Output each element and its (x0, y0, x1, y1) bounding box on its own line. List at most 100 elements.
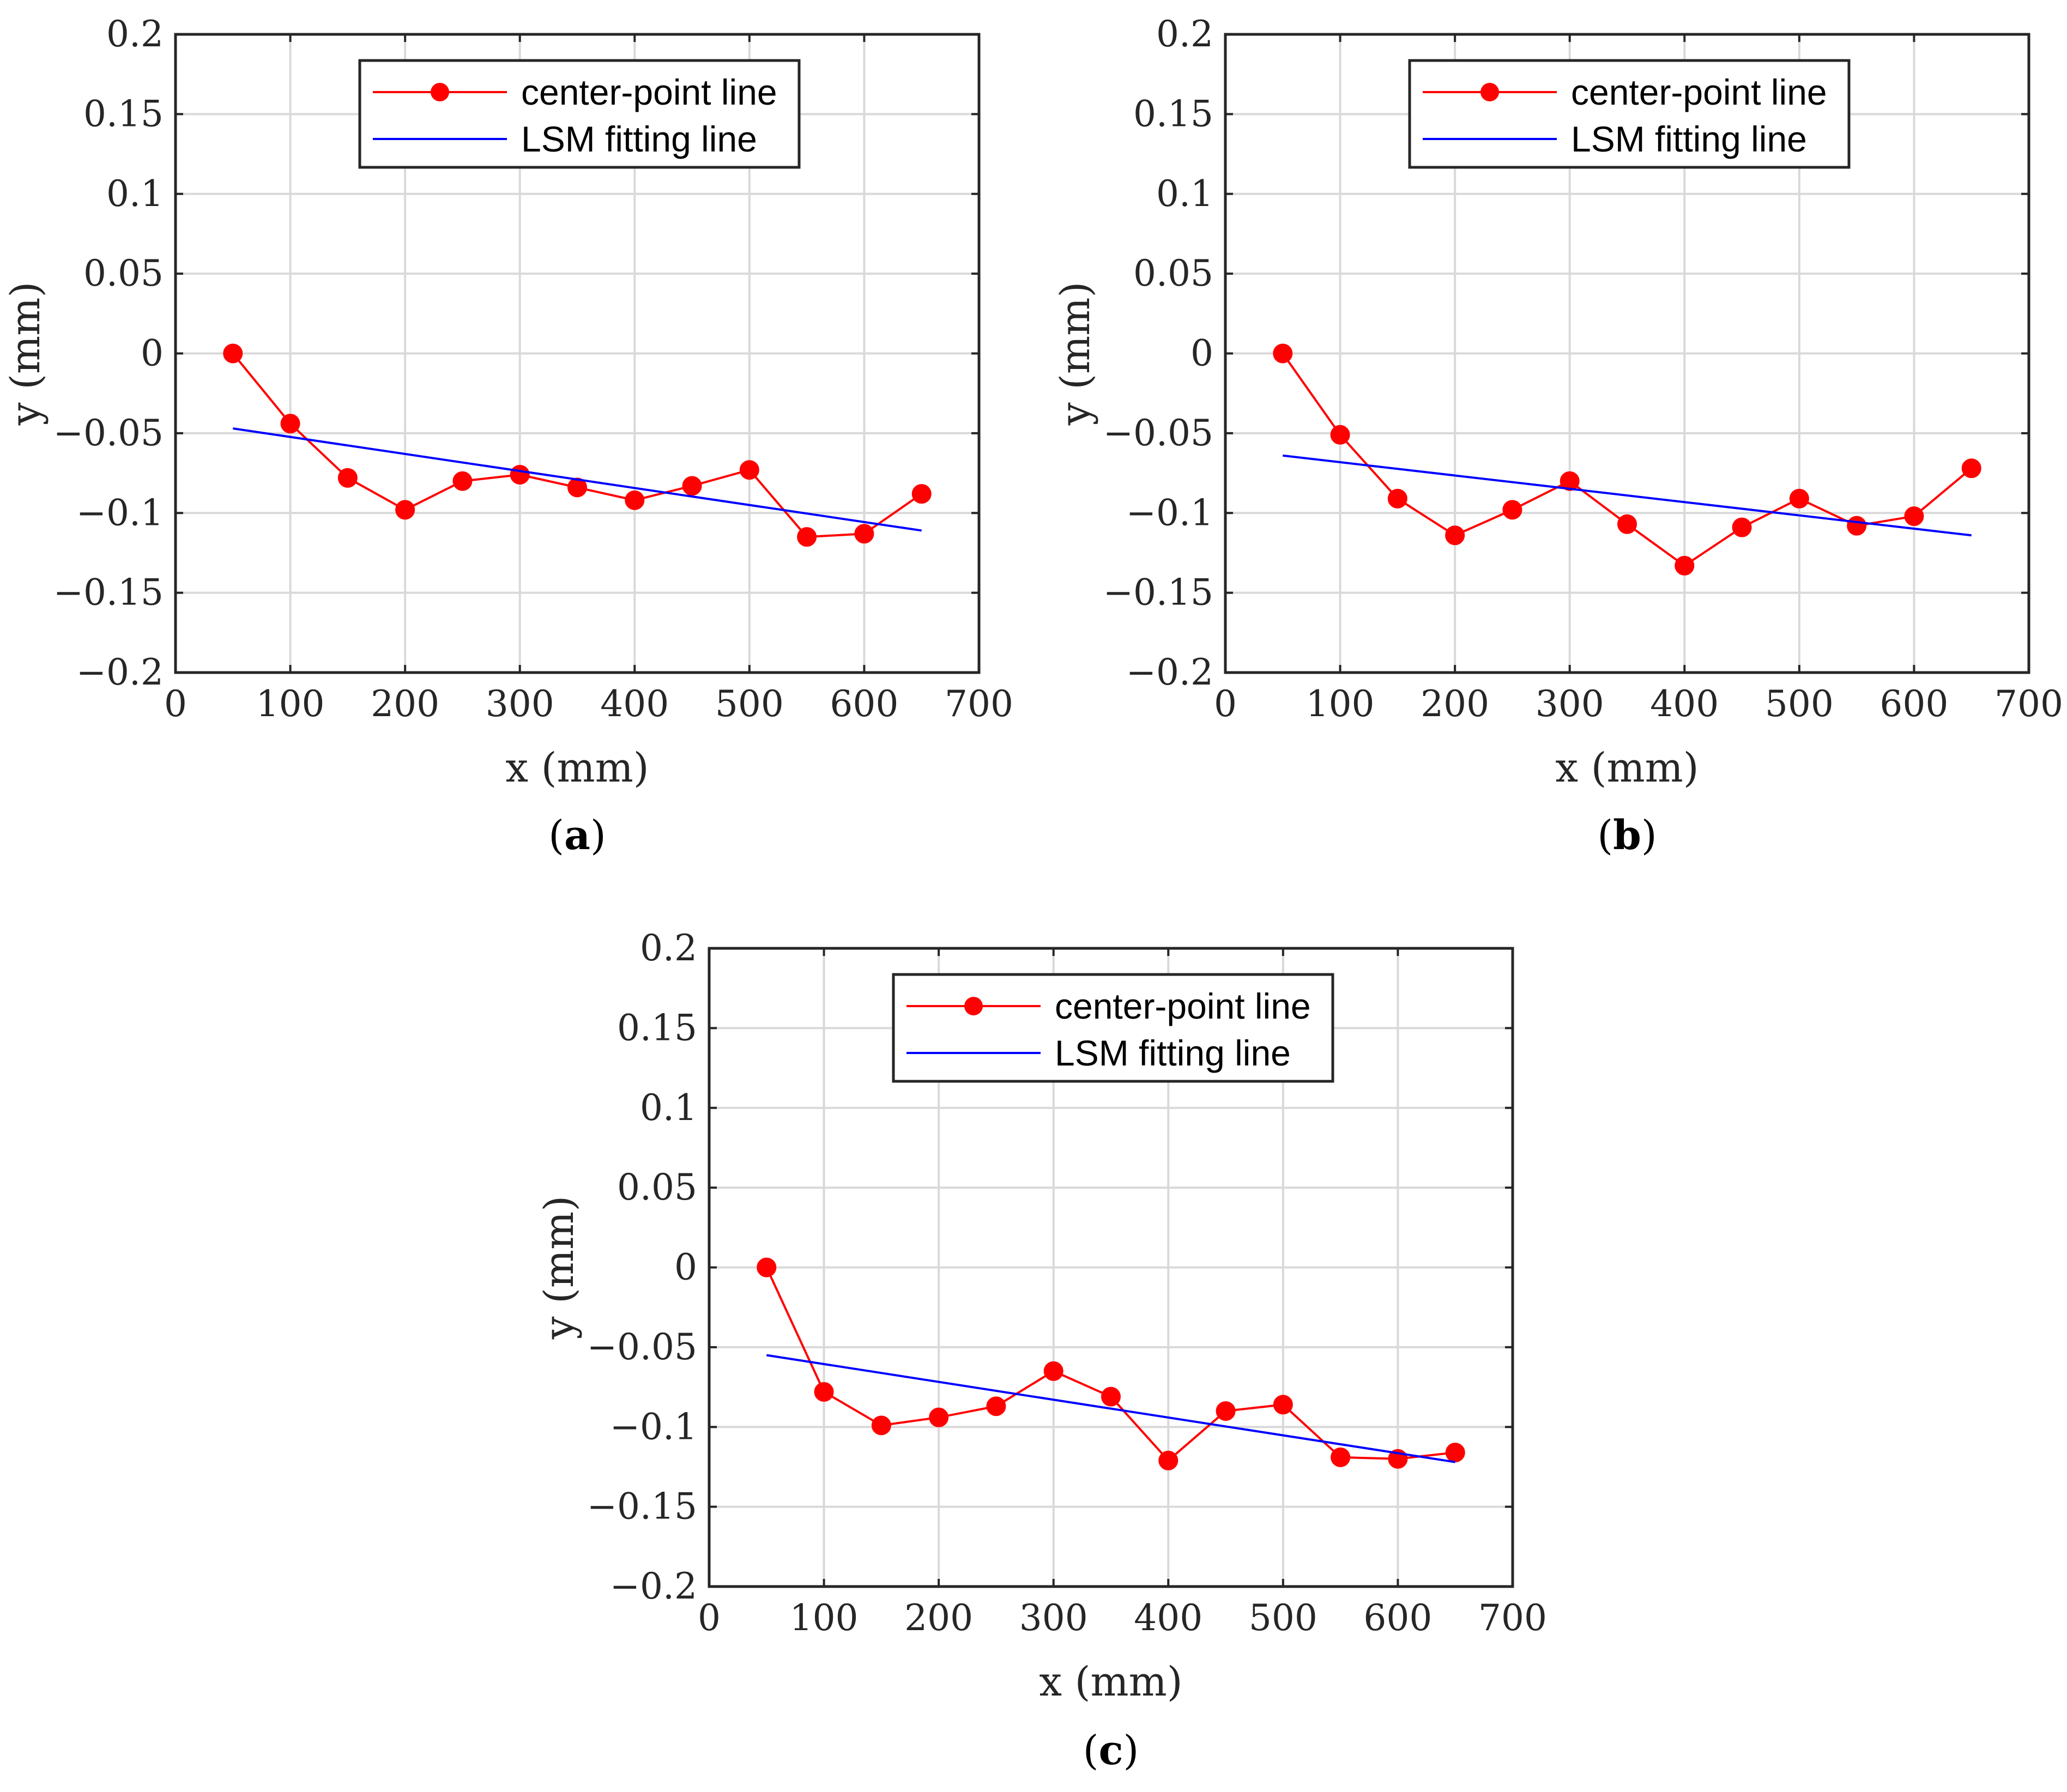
x-tick-label: 300 (486, 683, 554, 725)
x-tick-label: 600 (1879, 683, 1948, 725)
y-tick-label: 0.15 (1133, 93, 1213, 135)
x-tick-label: 0 (164, 683, 187, 725)
center-point-marker (567, 477, 587, 498)
center-point-marker (337, 468, 358, 488)
y-tick-label: 0.15 (617, 1007, 697, 1049)
y-tick-label: 0.05 (83, 252, 164, 294)
y-tick-label: −0.05 (1103, 412, 1213, 454)
caption-letter: b (1613, 812, 1641, 859)
y-tick-label: −0.15 (53, 572, 164, 614)
y-tick-label: 0.05 (617, 1166, 697, 1208)
center-point-marker (797, 527, 817, 547)
x-tick-label: 200 (1421, 683, 1489, 725)
y-tick-label: 0 (141, 332, 164, 374)
panel-b: 0 100 200 300 400 500 600 7000.20.150.10.050−0.… (1052, 13, 2063, 859)
legend-label: LSM fitting line (1055, 1033, 1291, 1073)
y-tick-label: −0.1 (610, 1406, 697, 1448)
legend-label: LSM fitting line (521, 119, 757, 159)
center-point-marker (1273, 343, 1293, 364)
legend-box (358, 59, 801, 169)
y-tick-label: −0.1 (76, 492, 164, 534)
center-point-marker (1216, 1401, 1236, 1421)
caption-letter: a (564, 812, 590, 859)
caption-close-paren: ) (1641, 812, 1657, 859)
y-tick-label: 0.2 (1156, 13, 1213, 55)
axes-box (174, 33, 981, 674)
caption-open-paren: ( (1083, 1727, 1099, 1774)
legend: center-point line LSM fitting line (1408, 59, 1851, 169)
caption-close-paren: ) (1123, 1727, 1139, 1774)
x-tick-label: 500 (1765, 683, 1834, 725)
center-point-marker (625, 490, 645, 510)
x-tick-label: 200 (371, 683, 439, 725)
center-point-marker (1387, 488, 1407, 508)
center-point-marker (1330, 425, 1350, 445)
y-tick-label: −0.2 (1126, 651, 1213, 693)
x-tick-label: 500 (715, 683, 784, 725)
center-point-marker (452, 471, 473, 491)
legend-label: center-point line (1055, 986, 1311, 1026)
x-tick-label: 300 (1536, 683, 1604, 725)
legend-label: center-point line (1571, 72, 1827, 112)
y-axis-label: y (mm) (2, 282, 49, 426)
x-tick-label: 100 (256, 683, 325, 725)
center-point-marker (739, 460, 759, 480)
center-point-marker (1043, 1361, 1063, 1381)
x-axis-label: x (mm) (1039, 1658, 1182, 1705)
x-tick-label: 700 (945, 683, 1013, 725)
x-tick-label: 500 (1249, 1597, 1317, 1639)
lsm-fitting-line (232, 427, 922, 532)
caption-open-paren: ( (548, 812, 564, 859)
center-point-marker (510, 464, 530, 485)
center-point-marker (814, 1382, 834, 1402)
legend-marker (964, 997, 983, 1015)
x-tick-label: 400 (1650, 683, 1719, 725)
panel-caption: (c) (1083, 1727, 1139, 1774)
center-point-marker (1445, 1443, 1465, 1463)
center-point-marker (1904, 506, 1924, 526)
y-tick-label: −0.15 (587, 1486, 697, 1528)
x-tick-label: 400 (1134, 1597, 1202, 1639)
legend-box (892, 973, 1334, 1083)
legend-label: center-point line (521, 72, 777, 112)
lsm-fitting-line (766, 1354, 1456, 1463)
legend: center-point line LSM fitting line (358, 59, 801, 169)
legend-marker (431, 83, 449, 101)
panel-a: 0 100 200 300 400 500 600 7000.20.150.10.050−0.… (2, 13, 1013, 859)
legend: center-point line LSM fitting line (892, 973, 1334, 1083)
center-point-marker (1445, 525, 1465, 546)
center-point-marker (1502, 500, 1522, 520)
center-point-marker (1961, 458, 1981, 479)
y-tick-label: 0.1 (1156, 173, 1213, 215)
axes-box (708, 947, 1514, 1588)
x-tick-label: 200 (904, 1597, 973, 1639)
y-axis-label: y (mm) (536, 1196, 583, 1340)
center-point-marker (223, 343, 243, 364)
y-tick-label: 0.2 (106, 13, 164, 55)
x-tick-label: 400 (600, 683, 669, 725)
caption-open-paren: ( (1597, 812, 1613, 859)
y-tick-label: −0.15 (1103, 572, 1213, 614)
center-point-marker (395, 500, 415, 520)
x-tick-label: 100 (790, 1597, 859, 1639)
y-axis-label: y (mm) (1052, 282, 1099, 426)
y-tick-label: −0.05 (587, 1326, 697, 1368)
center-point-marker (911, 484, 932, 504)
legend-box (1408, 59, 1851, 169)
legend-marker (1480, 83, 1499, 101)
x-tick-label: 0 (1214, 683, 1237, 725)
y-tick-label: 0 (674, 1246, 697, 1288)
panel-caption: (a) (548, 812, 606, 859)
center-point-marker (1732, 517, 1752, 537)
center-point-marker (929, 1407, 949, 1427)
legend-label: LSM fitting line (1571, 119, 1807, 159)
center-point-marker (986, 1396, 1006, 1416)
center-point-marker (757, 1257, 777, 1278)
center-point-marker (1101, 1387, 1121, 1407)
caption-close-paren: ) (590, 812, 606, 859)
x-tick-label: 300 (1019, 1597, 1088, 1639)
y-tick-label: −0.1 (1126, 492, 1213, 534)
center-point-marker (1158, 1450, 1178, 1470)
center-point-marker (1789, 488, 1809, 508)
